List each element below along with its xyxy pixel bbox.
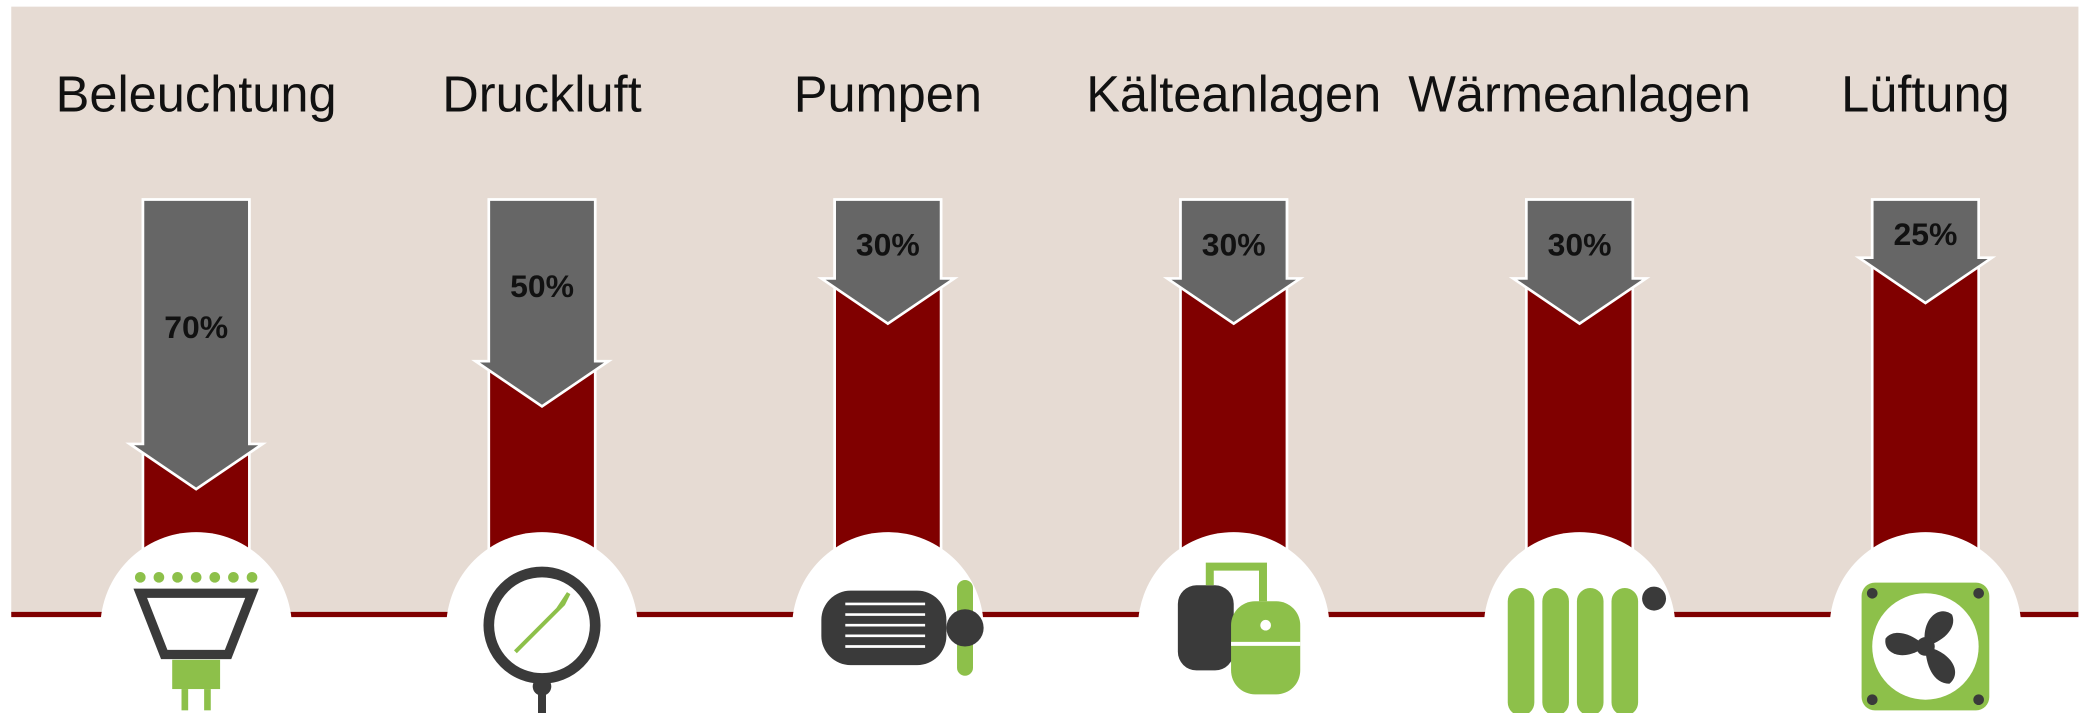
value-label: 30% (856, 226, 920, 262)
category-label: Pumpen (794, 66, 982, 123)
icon-cooling (1177, 562, 1301, 695)
category-label: Kälteanlagen (1086, 66, 1381, 123)
icons (133, 562, 1990, 713)
icon-fan (1861, 582, 1990, 711)
arrow (817, 198, 959, 326)
background (11, 6, 2079, 615)
bottom-fill (0, 617, 2087, 713)
arrow (1162, 198, 1305, 326)
category-label: Lüftung (1841, 66, 2010, 123)
value-label: 30% (1548, 226, 1612, 262)
arrow (1508, 198, 1651, 326)
value-label: 70% (164, 309, 228, 345)
arrow (1854, 198, 1997, 305)
icon-heating (1507, 586, 1667, 713)
category-label: Beleuchtung (56, 66, 337, 123)
category-label: Wärmeanlagen (1408, 66, 1751, 123)
icon-pump (821, 579, 984, 676)
category-label: Druckluft (442, 66, 641, 123)
arrow (471, 198, 613, 408)
icon-gauge (483, 566, 601, 713)
arrow (125, 198, 267, 491)
value-label: 50% (510, 268, 574, 304)
value-label: 30% (1202, 226, 1266, 262)
bars: 70% Beleuchtung 50% Druckluft 30% Pumpen 30% Kä… (0, 66, 2087, 713)
icon-lamp (133, 571, 259, 711)
value-label: 25% (1894, 216, 1958, 252)
